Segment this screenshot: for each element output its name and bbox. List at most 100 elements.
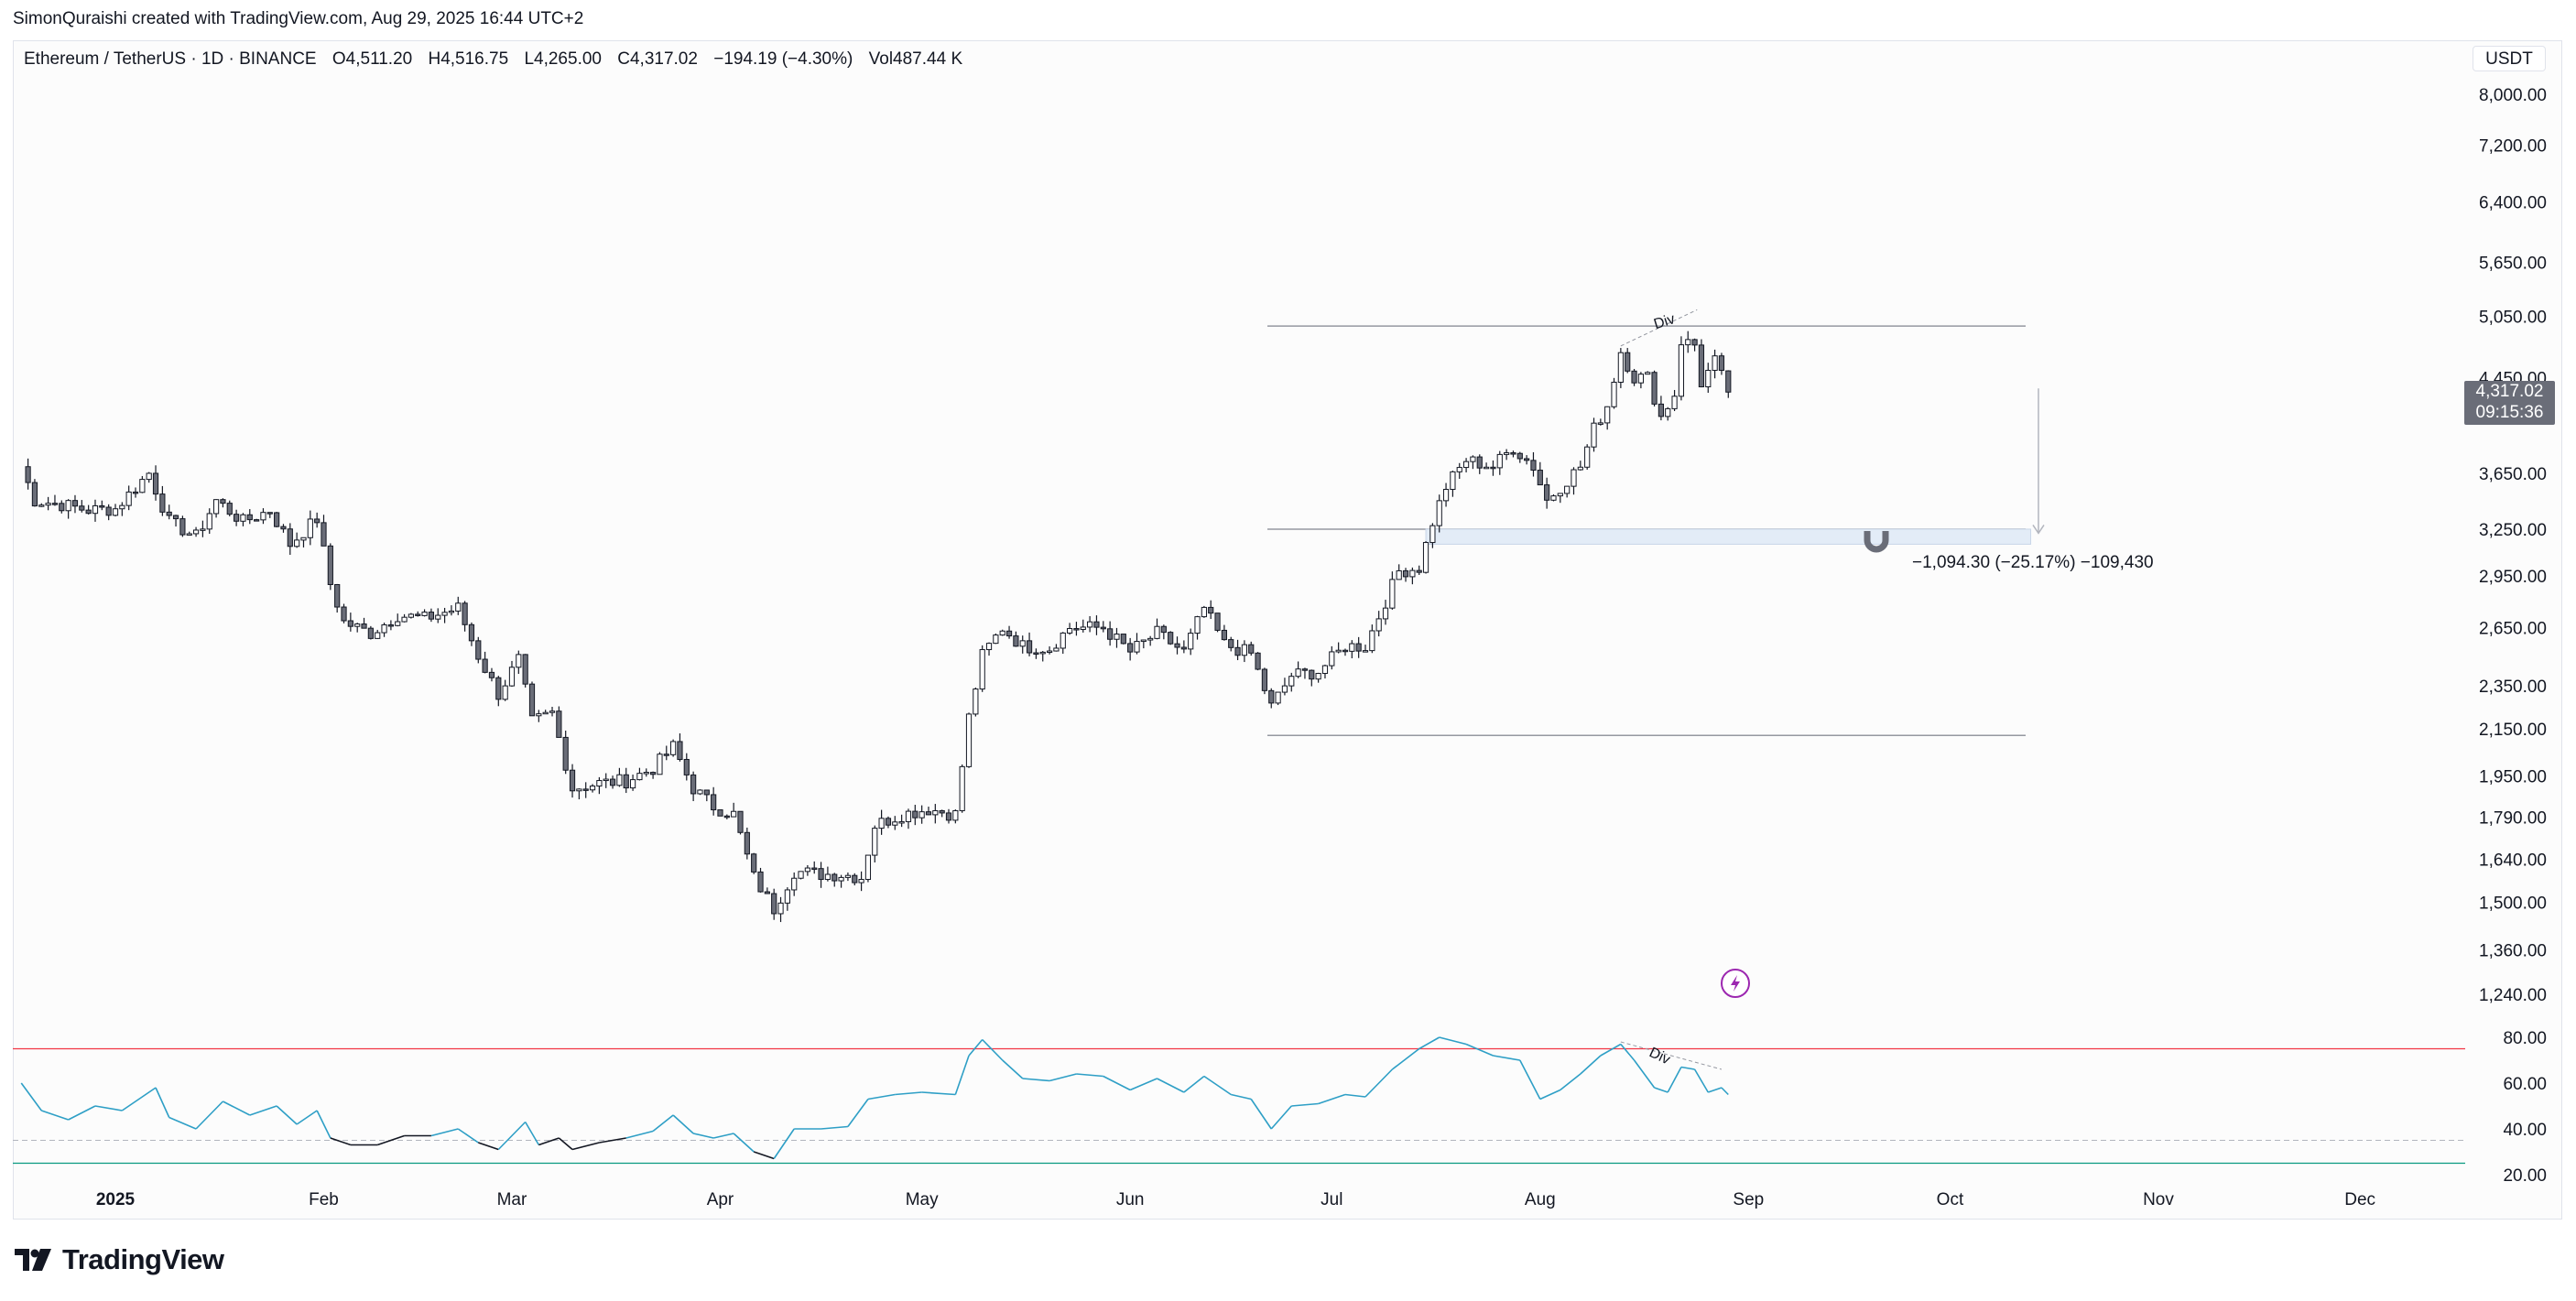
legend-change: −194.19 (−4.30%): [713, 49, 853, 69]
candle-down: [415, 613, 421, 616]
rsi-line-segment: [478, 1142, 499, 1151]
candle-down: [683, 758, 690, 775]
rsi-line-segment: [867, 1093, 896, 1100]
rsi-line-segment: [982, 1038, 1004, 1061]
rsi-line-segment: [1708, 1087, 1723, 1093]
candle-down: [488, 671, 495, 678]
candle-up: [1201, 606, 1207, 618]
candle-down: [737, 810, 744, 833]
rsi-line-segment: [68, 1105, 96, 1121]
candle-up: [549, 710, 556, 713]
rsi-line-segment: [430, 1128, 459, 1137]
candle-up: [1422, 542, 1429, 573]
candle-down: [51, 503, 59, 505]
candle-up: [784, 889, 790, 904]
candle-down: [105, 506, 112, 516]
candle-down: [1490, 466, 1496, 470]
candle-down: [711, 794, 717, 811]
legend-high: H4,516.75: [428, 49, 509, 69]
candle-down: [1073, 628, 1080, 631]
candle-up: [1087, 621, 1093, 628]
candle-down: [1342, 649, 1349, 653]
candle-down: [1180, 646, 1187, 650]
candle-up: [112, 508, 119, 516]
candle-up: [824, 873, 831, 881]
candle-down: [1033, 652, 1039, 656]
candle-down: [744, 831, 750, 855]
candle-up: [508, 667, 516, 687]
price-axis-tick-label: 5,650.00: [2479, 254, 2547, 273]
candle-down: [1255, 652, 1261, 670]
candle-up: [542, 711, 549, 715]
candle-up: [408, 613, 415, 618]
candle-down: [1658, 403, 1665, 417]
candle-down: [582, 788, 589, 791]
legend-close: C4,317.02: [617, 49, 698, 69]
candle-down: [1268, 689, 1275, 704]
candle-up: [1154, 625, 1160, 639]
candle-down: [254, 519, 260, 522]
candle-down: [321, 522, 327, 547]
candle-up: [401, 616, 408, 623]
candle-down: [159, 493, 166, 513]
rsi-divergence-line: [1620, 1041, 1723, 1070]
rsi-line-segment: [1439, 1036, 1467, 1046]
candle-down: [1093, 621, 1100, 628]
candle-down: [1725, 370, 1732, 393]
candle-down: [79, 505, 85, 511]
candle-up: [1329, 651, 1335, 667]
candle-up: [516, 654, 522, 668]
candle-down: [31, 482, 38, 507]
symbol-name[interactable]: Ethereum / TetherUS · 1D · BINANCE: [24, 49, 317, 69]
candle-down: [1221, 629, 1227, 641]
candle-up: [1442, 488, 1450, 502]
price-axis-tick-label: 7,200.00: [2479, 137, 2547, 157]
currency-button[interactable]: USDT: [2473, 46, 2546, 71]
candle-down: [428, 612, 435, 620]
candle-down: [314, 518, 321, 524]
rsi-line-segment: [1620, 1043, 1636, 1061]
candle-down: [663, 753, 669, 756]
candle-up: [993, 634, 999, 645]
candle-down: [811, 867, 818, 871]
candle-down: [717, 809, 723, 817]
candle-up: [125, 491, 132, 506]
time-axis-tick-label: May: [906, 1190, 939, 1209]
rsi-line-segment: [1633, 1059, 1656, 1089]
candle-up: [139, 479, 146, 493]
candle-down: [522, 654, 528, 685]
candle-down: [1228, 639, 1234, 648]
rsi-line-segment: [895, 1091, 922, 1096]
rsi-line-segment: [847, 1099, 869, 1127]
candle-down: [59, 503, 65, 512]
rsi-line-segment: [712, 1133, 734, 1139]
rsi-line-segment: [571, 1142, 600, 1151]
tradingview-brand[interactable]: TradingView: [15, 1243, 224, 1276]
lightning-icon: [1731, 975, 1740, 992]
candle-down: [1013, 635, 1019, 647]
rsi-line-segment: [1391, 1047, 1420, 1070]
candle-down: [327, 545, 333, 585]
last-price-label: 4,317.02 09:15:36: [2464, 381, 2555, 425]
rsi-line-segment: [168, 1116, 197, 1130]
candle-down: [528, 683, 536, 717]
candle-down: [179, 518, 186, 536]
candle-down: [347, 620, 353, 627]
candle-up: [206, 513, 212, 530]
rsi-line-segment: [1129, 1078, 1158, 1091]
candle-up: [1665, 407, 1671, 417]
candle-down: [723, 815, 730, 819]
rsi-line-segment: [296, 1110, 318, 1125]
candle-up: [1241, 644, 1248, 656]
rsi-line-segment: [1539, 1089, 1561, 1100]
price-axis-tick-label: 6,400.00: [2479, 194, 2547, 213]
rsi-line-segment: [155, 1087, 170, 1118]
candle-up: [1550, 495, 1557, 501]
candle-up: [1429, 525, 1436, 544]
candle-down: [852, 874, 858, 884]
candle-up: [1483, 466, 1490, 470]
candle-up: [212, 499, 220, 515]
price-axis-tick-label: 1,640.00: [2479, 851, 2547, 871]
candle-down: [1510, 452, 1516, 455]
